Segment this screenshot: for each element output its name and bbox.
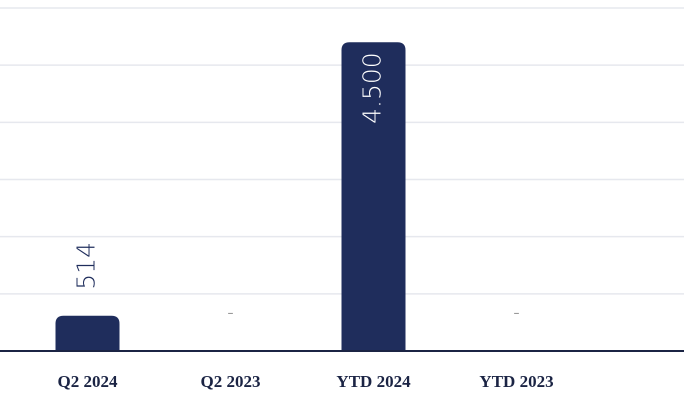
x-tick-label: Q2 2023 (201, 372, 261, 391)
bar (341, 42, 406, 352)
value-label: 4.500 (358, 52, 387, 124)
value-label: 514 (72, 242, 101, 290)
bar (55, 315, 120, 351)
value-label: - (227, 302, 234, 323)
value-label: - (513, 302, 520, 323)
x-tick-label: Q2 2024 (58, 372, 118, 391)
x-tick-label: YTD 2023 (479, 372, 553, 391)
x-tick-label: YTD 2024 (336, 372, 411, 391)
